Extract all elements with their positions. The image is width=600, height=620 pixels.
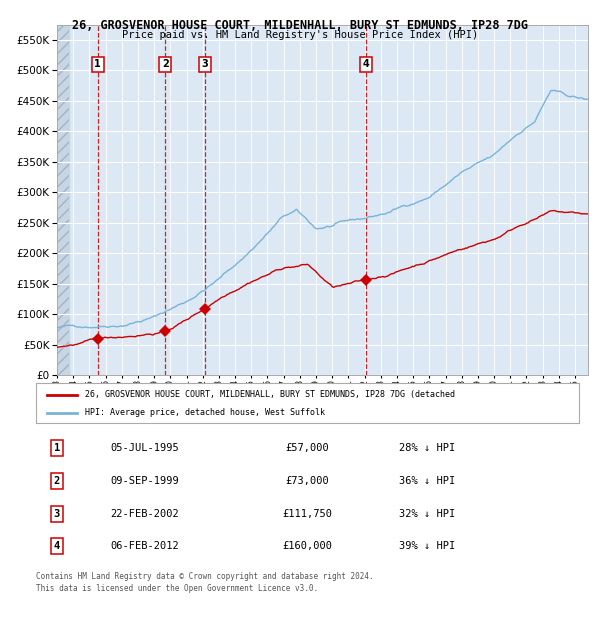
Text: 3: 3 [53, 508, 60, 518]
Text: £57,000: £57,000 [286, 443, 329, 453]
Text: 06-FEB-2012: 06-FEB-2012 [110, 541, 179, 551]
Text: This data is licensed under the Open Government Licence v3.0.: This data is licensed under the Open Gov… [36, 584, 318, 593]
Text: 3: 3 [202, 60, 208, 69]
Text: 09-SEP-1999: 09-SEP-1999 [110, 476, 179, 486]
Text: 2: 2 [53, 476, 60, 486]
Text: 1: 1 [94, 60, 101, 69]
Text: 39% ↓ HPI: 39% ↓ HPI [399, 541, 455, 551]
Text: 26, GROSVENOR HOUSE COURT, MILDENHALL, BURY ST EDMUNDS, IP28 7DG (detached: 26, GROSVENOR HOUSE COURT, MILDENHALL, B… [85, 390, 455, 399]
Text: 05-JUL-1995: 05-JUL-1995 [110, 443, 179, 453]
Text: 28% ↓ HPI: 28% ↓ HPI [399, 443, 455, 453]
Text: HPI: Average price, detached house, West Suffolk: HPI: Average price, detached house, West… [85, 408, 325, 417]
Text: £73,000: £73,000 [286, 476, 329, 486]
Text: 1: 1 [53, 443, 60, 453]
Text: 22-FEB-2002: 22-FEB-2002 [110, 508, 179, 518]
Bar [57, 25, 69, 375]
Text: 4: 4 [53, 541, 60, 551]
Text: 4: 4 [363, 60, 370, 69]
Text: 2: 2 [162, 60, 169, 69]
Text: £111,750: £111,750 [283, 508, 332, 518]
Text: £160,000: £160,000 [283, 541, 332, 551]
Text: 26, GROSVENOR HOUSE COURT, MILDENHALL, BURY ST EDMUNDS, IP28 7DG: 26, GROSVENOR HOUSE COURT, MILDENHALL, B… [72, 19, 528, 32]
Text: 36% ↓ HPI: 36% ↓ HPI [399, 476, 455, 486]
Text: Price paid vs. HM Land Registry's House Price Index (HPI): Price paid vs. HM Land Registry's House … [122, 30, 478, 40]
Text: 32% ↓ HPI: 32% ↓ HPI [399, 508, 455, 518]
Bar [57, 25, 69, 375]
Text: Contains HM Land Registry data © Crown copyright and database right 2024.: Contains HM Land Registry data © Crown c… [36, 572, 374, 581]
